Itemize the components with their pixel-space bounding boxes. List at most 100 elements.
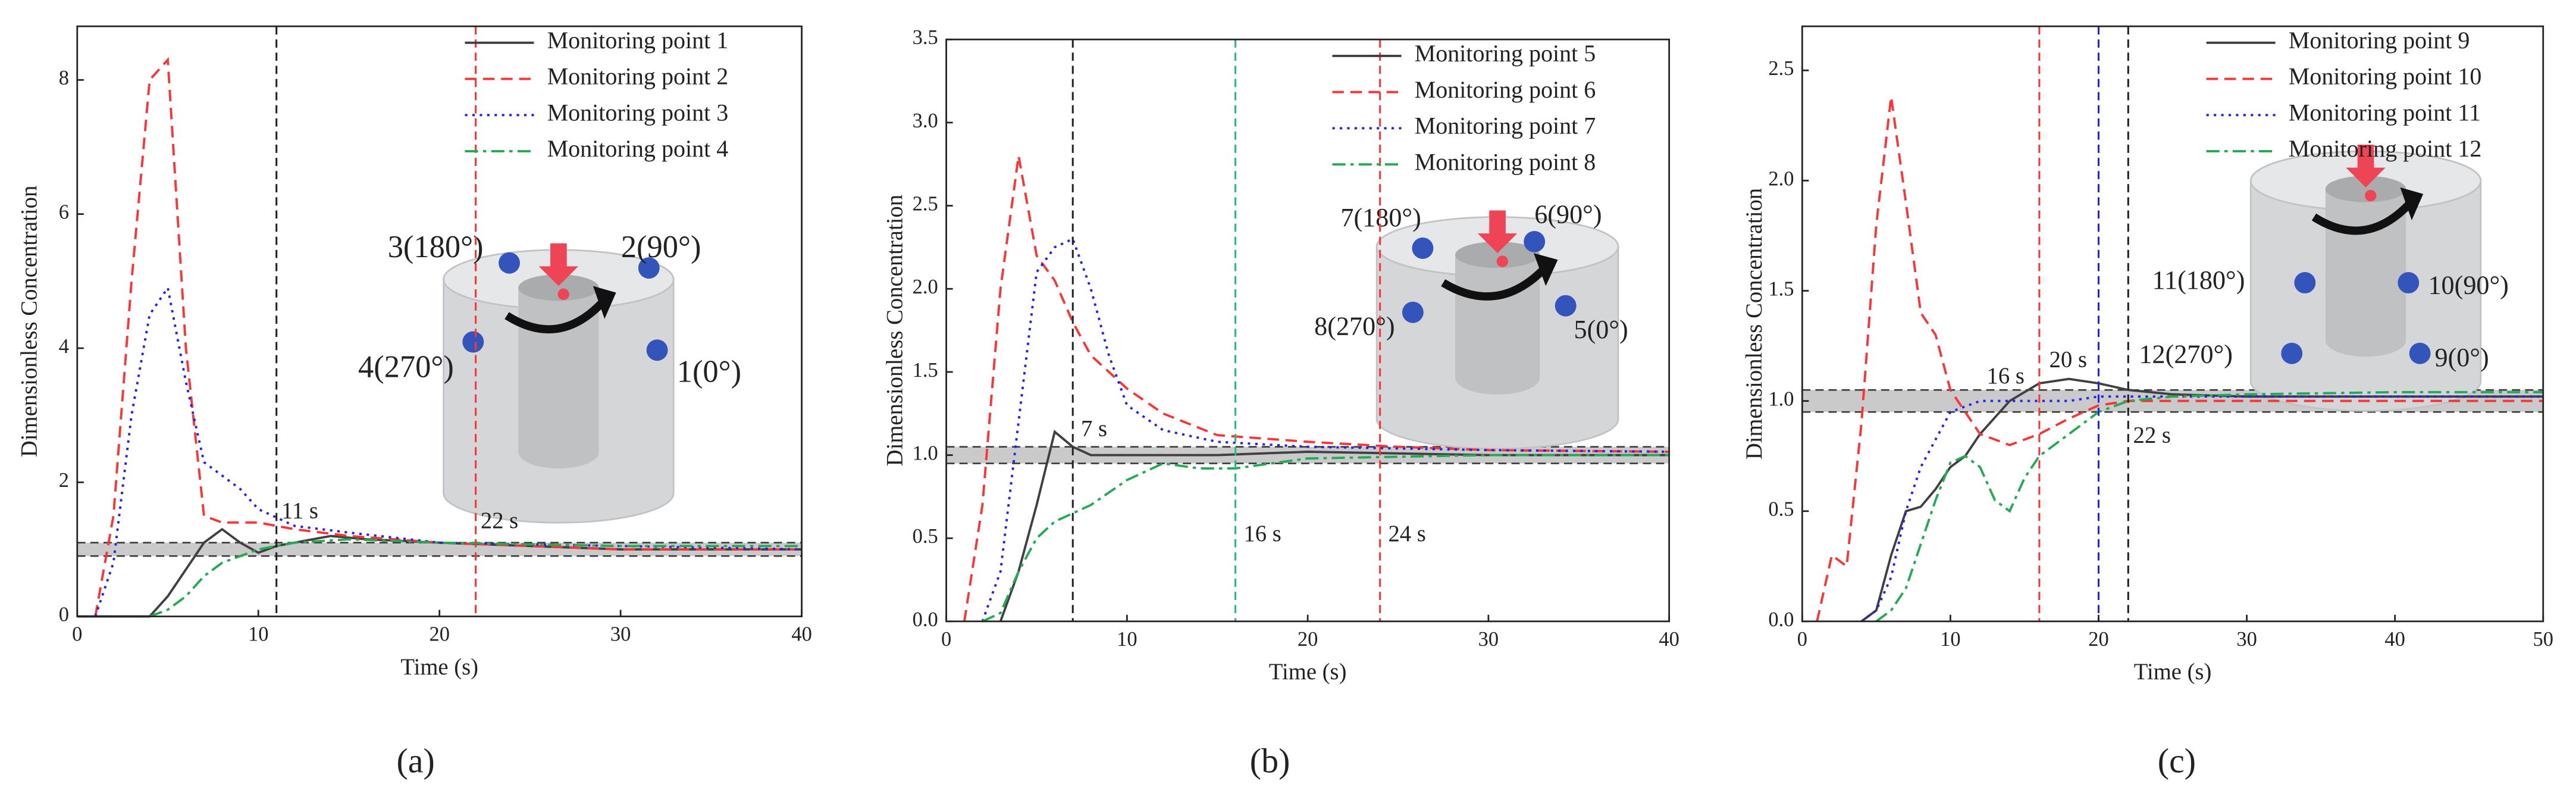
inset-label: 6(90°) [1534, 200, 1602, 229]
legend-label: Monitoring point 2 [547, 63, 729, 90]
marker-label: 16 s [1243, 521, 1281, 546]
inset-swirl-head [593, 286, 616, 319]
y-tick-label: 1.0 [913, 442, 938, 464]
inset-label: 9(0°) [2435, 343, 2489, 372]
x-tick-label: 50 [2533, 628, 2554, 651]
inset-point [2398, 272, 2420, 293]
inset-swirl [1441, 267, 1547, 301]
inset-point [2281, 342, 2303, 364]
inset-core-top [2325, 176, 2406, 202]
x-axis-label: Time (s) [400, 655, 478, 680]
y-tick-label: 3.0 [913, 110, 938, 132]
legend-label: Monitoring point 4 [547, 135, 729, 162]
inset-point [1524, 230, 1546, 252]
inset-label: 11(180°) [2152, 265, 2245, 295]
x-tick-label: 20 [1298, 628, 1318, 651]
series-line [94, 285, 802, 617]
inset-inlet-arrow [2346, 145, 2386, 188]
chart: 11(180°) 10(90°) 12(270°) 9(0°) 16 s 20 s 22 s… [1742, 25, 2554, 780]
y-tick-label: 1.5 [913, 359, 938, 382]
y-axis-label: Dimensionless Concentration [883, 195, 908, 466]
marker-label: 16 s [1987, 364, 2025, 389]
y-axis-label: Dimensionless Concentration [1742, 188, 1767, 460]
inset-label: 4(270°) [358, 349, 454, 384]
x-axis-label: Time (s) [1269, 660, 1347, 685]
inset-core [518, 288, 599, 469]
x-tick-label: 40 [791, 623, 812, 646]
inset-label: 3(180°) [388, 230, 484, 264]
x-tick-label: 30 [1478, 628, 1499, 651]
y-tick-label: 2.0 [1768, 167, 1794, 190]
marker-label: 22 s [2133, 423, 2171, 448]
y-tick-label: 0 [59, 603, 69, 626]
x-tick-label: 40 [2384, 628, 2405, 651]
y-tick-label: 0.0 [1768, 608, 1794, 631]
series-line [1860, 395, 2543, 623]
chart: 7(180°) 6(90°)8(270°) 5(0°)7 s16 s 24 s0 10 2… [883, 26, 1679, 780]
x-tick-label: 30 [610, 623, 631, 646]
marker-label: 7 s [1081, 416, 1107, 441]
series-line [982, 454, 1669, 623]
inset-point [462, 331, 484, 353]
inset-swirl [504, 299, 606, 334]
inset-inlet [557, 288, 569, 300]
inset-inlet-arrow [1477, 210, 1518, 254]
series-line [999, 429, 1669, 622]
x-tick-label: 0 [1797, 628, 1807, 651]
inset-label: 5(0°) [1574, 315, 1628, 344]
panel-label: (a) [396, 741, 434, 780]
x-axis-label: Time (s) [2134, 660, 2212, 685]
panel-label: (b) [1250, 741, 1290, 780]
inset-label: 2(90°) [621, 230, 701, 264]
inset-point [1412, 238, 1434, 259]
legend-label: Monitoring point 6 [1415, 76, 1596, 103]
y-tick-label: 1.5 [1768, 277, 1794, 300]
legend-label: Monitoring point 7 [1415, 113, 1596, 139]
y-tick-label: 0.5 [913, 525, 938, 548]
plot-frame [1801, 25, 2544, 623]
inset-point [638, 257, 660, 279]
inset-core-top [1455, 241, 1540, 268]
marker-label: 11 s [281, 498, 318, 523]
inset-label: 8(270°) [1314, 311, 1394, 340]
y-tick-label: 2.0 [913, 276, 938, 298]
series-line [1860, 377, 2543, 623]
x-tick-label: 20 [2088, 628, 2108, 651]
inset-label: 12(270°) [2139, 339, 2233, 368]
series-line [963, 155, 1669, 622]
x-tick-label: 30 [2236, 628, 2257, 651]
x-tick-label: 40 [1659, 628, 1679, 651]
inset-inlet-arrow [538, 243, 579, 286]
panel-label: (c) [2158, 741, 2196, 780]
chart: 3(180°) 2(90°)4(270°) 1(0°)11 s 22 s0 10 20 30… [17, 25, 812, 780]
series-line [1875, 390, 2543, 623]
x-tick-label: 10 [1940, 628, 1960, 651]
inset-core-top [518, 274, 599, 301]
y-tick-label: 2.5 [1768, 57, 1794, 80]
legend-label: Monitoring point 5 [1415, 40, 1596, 67]
series-line [149, 538, 802, 618]
legend-label: Monitoring point 1 [547, 27, 729, 54]
y-tick-label: 0.5 [1768, 498, 1794, 521]
inset-core [1455, 255, 1540, 395]
marker-label: 20 s [2049, 347, 2087, 372]
x-tick-label: 10 [248, 623, 269, 646]
y-tick-label: 2.5 [913, 193, 938, 215]
inset-point [2294, 272, 2316, 293]
y-tick-label: 6 [59, 201, 69, 224]
legend-label: Monitoring point 9 [2289, 27, 2470, 54]
legend-label: Monitoring point 12 [2289, 135, 2482, 162]
legend-label: Monitoring point 3 [547, 99, 729, 126]
marker-label: 22 s [481, 508, 518, 533]
y-tick-label: 1.0 [1768, 388, 1794, 411]
y-tick-label: 3.5 [913, 26, 938, 49]
series-line [1816, 96, 2543, 622]
y-tick-label: 0.0 [913, 608, 938, 631]
inset-point [1402, 301, 1424, 323]
y-axis-label: Dimensionless Concentration [17, 186, 42, 457]
x-tick-label: 20 [429, 623, 450, 646]
inset-point [646, 339, 668, 361]
inset-inlet [1496, 255, 1509, 267]
